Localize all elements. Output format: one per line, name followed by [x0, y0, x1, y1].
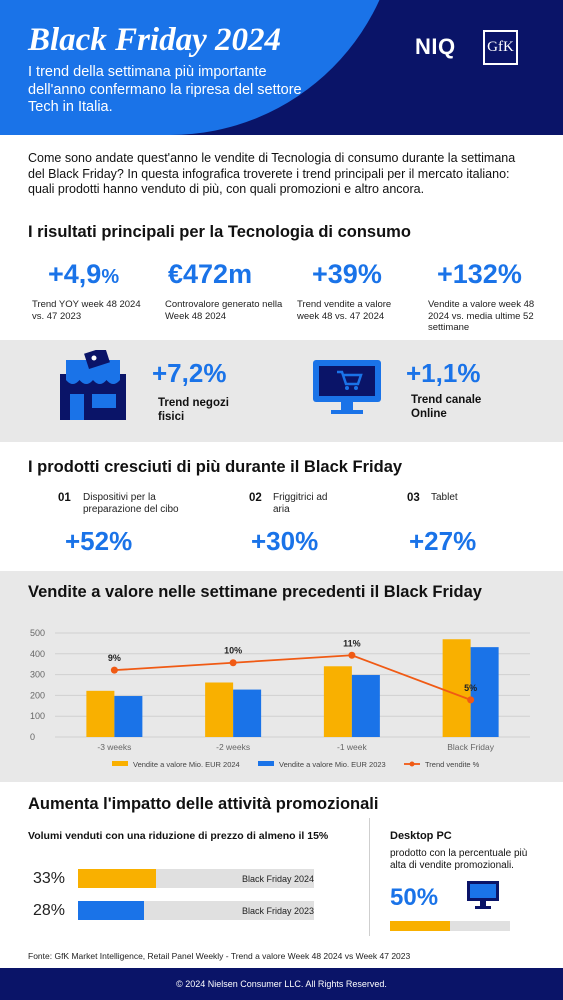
x-tick-label: -3 weeks [97, 742, 131, 752]
bar-2023 [114, 696, 143, 737]
desktop-bar-fill [390, 921, 450, 931]
promo-bar-1-pct: 33% [33, 870, 66, 887]
footer: © 2024 Nielsen Consumer LLC. All Rights … [0, 968, 563, 1000]
x-tick-label: -2 weeks [216, 742, 250, 752]
desktop-bar-track [390, 921, 510, 931]
product-3-label: Tablet [431, 492, 458, 503]
stat-week-trend-label: Trend vendite a valore week 48 vs. 47 20… [297, 299, 392, 322]
trend-point [110, 666, 118, 674]
bar-2024 [86, 690, 115, 737]
desktop-value: 50% [390, 884, 439, 911]
product-1-label: Dispositivi per la preparazione del cibo [83, 492, 179, 515]
y-tick-label: 400 [30, 649, 45, 659]
y-tick-label: 0 [30, 732, 35, 742]
trend-data-label: 11% [343, 638, 361, 648]
bar-2024 [323, 666, 352, 737]
sales-chart: 0 100 200 300 400 500 -3 weeks -2 weeks -1 week B… [30, 628, 530, 769]
promo-heading: Aumenta l'impatto delle attività promozi… [28, 795, 379, 813]
y-tick-label: 100 [30, 711, 45, 721]
trend-data-label: 10% [224, 646, 242, 656]
intro-text: Come sono andate quest'anno le vendite d… [28, 151, 516, 196]
gfk-logo: GfK [483, 30, 518, 65]
product-3-number: 03 [407, 492, 420, 504]
desktop-text: prodotto con la percentuale più alta di … [390, 848, 528, 871]
trend-point [467, 696, 475, 704]
promo-subtitle: Volumi venduti con una riduzione di prez… [28, 830, 329, 842]
legend-swatch [112, 761, 128, 766]
stat-avg-value: +132% [437, 259, 522, 289]
store-icon [60, 350, 126, 420]
bar-2024 [205, 682, 234, 737]
promo-bar-1-label: Black Friday 2024 [242, 874, 315, 884]
results-heading: I risultati principali per la Tecnologia… [28, 223, 411, 241]
trend-point [229, 659, 237, 667]
source-note: Fonte: GfK Market Intelligence, Retail P… [28, 951, 411, 961]
bar-2023 [233, 689, 262, 737]
stat-yoy-label: Trend YOY week 48 2024 vs. 47 2023 [32, 299, 141, 322]
products-heading: I prodotti cresciuti di più durante il B… [28, 458, 403, 476]
y-tick-label: 500 [30, 628, 45, 638]
trend-line [114, 654, 471, 701]
page-title: Black Friday 2024 [28, 22, 281, 58]
trend-point [348, 651, 356, 659]
product-2-label: Friggitrici ad aria [273, 492, 328, 515]
monitor-cart-icon [313, 360, 381, 414]
stat-revenue-label: Controvalore generato nella Week 48 2024 [165, 299, 283, 322]
product-1-value: +52% [65, 526, 133, 556]
legend-label: Vendite a valore Mio. EUR 2023 [279, 760, 386, 769]
x-tick-label: -1 week [337, 742, 368, 752]
page-subtitle: I trend della settimana più importante d… [28, 64, 302, 115]
product-2-number: 02 [249, 492, 262, 504]
product-3-value: +27% [409, 526, 477, 556]
trend-data-label: 9% [108, 653, 121, 663]
stat-week-trend-value: +39% [312, 259, 382, 289]
y-tick-label: 200 [30, 690, 45, 700]
x-tick-label: Black Friday [447, 742, 495, 752]
legend-label: Trend vendite % [425, 760, 480, 769]
promo-bar-2-pct: 28% [33, 902, 66, 919]
bar-2024 [442, 639, 471, 737]
stat-avg-label: Vendite a valore week 48 2024 vs. media … [428, 299, 535, 333]
desktop-title: Desktop PC [390, 830, 452, 842]
online-label: Trend canale Online [411, 394, 482, 420]
legend-swatch-point [409, 761, 415, 767]
bar-2023 [470, 647, 499, 737]
chart-heading: Vendite a valore nelle settimane precede… [28, 583, 482, 601]
product-2-value: +30% [251, 526, 319, 556]
desktop-pc-icon [467, 881, 499, 909]
stores-label: Trend negozi fisici [158, 397, 229, 423]
promo-bar-2-fill [78, 901, 145, 920]
y-tick-label: 300 [30, 670, 45, 680]
legend-swatch [258, 761, 274, 766]
header-banner: Black Friday 2024 I trend della settiman… [0, 0, 563, 135]
legend-label: Vendite a valore Mio. EUR 2024 [133, 760, 240, 769]
product-1-number: 01 [58, 492, 71, 504]
online-value: +1,1% [406, 358, 481, 388]
stat-revenue-value: €472m [168, 259, 253, 289]
bar-2023 [351, 675, 380, 737]
stat-yoy-value: +4,9% [48, 259, 120, 289]
niq-logo: NIQ [415, 34, 456, 59]
promo-bar-1-fill [78, 869, 156, 888]
stores-value: +7,2% [152, 358, 227, 388]
trend-data-label: 5% [464, 683, 477, 693]
promo-bar-2-label: Black Friday 2023 [242, 906, 315, 916]
promo-divider [369, 818, 370, 936]
